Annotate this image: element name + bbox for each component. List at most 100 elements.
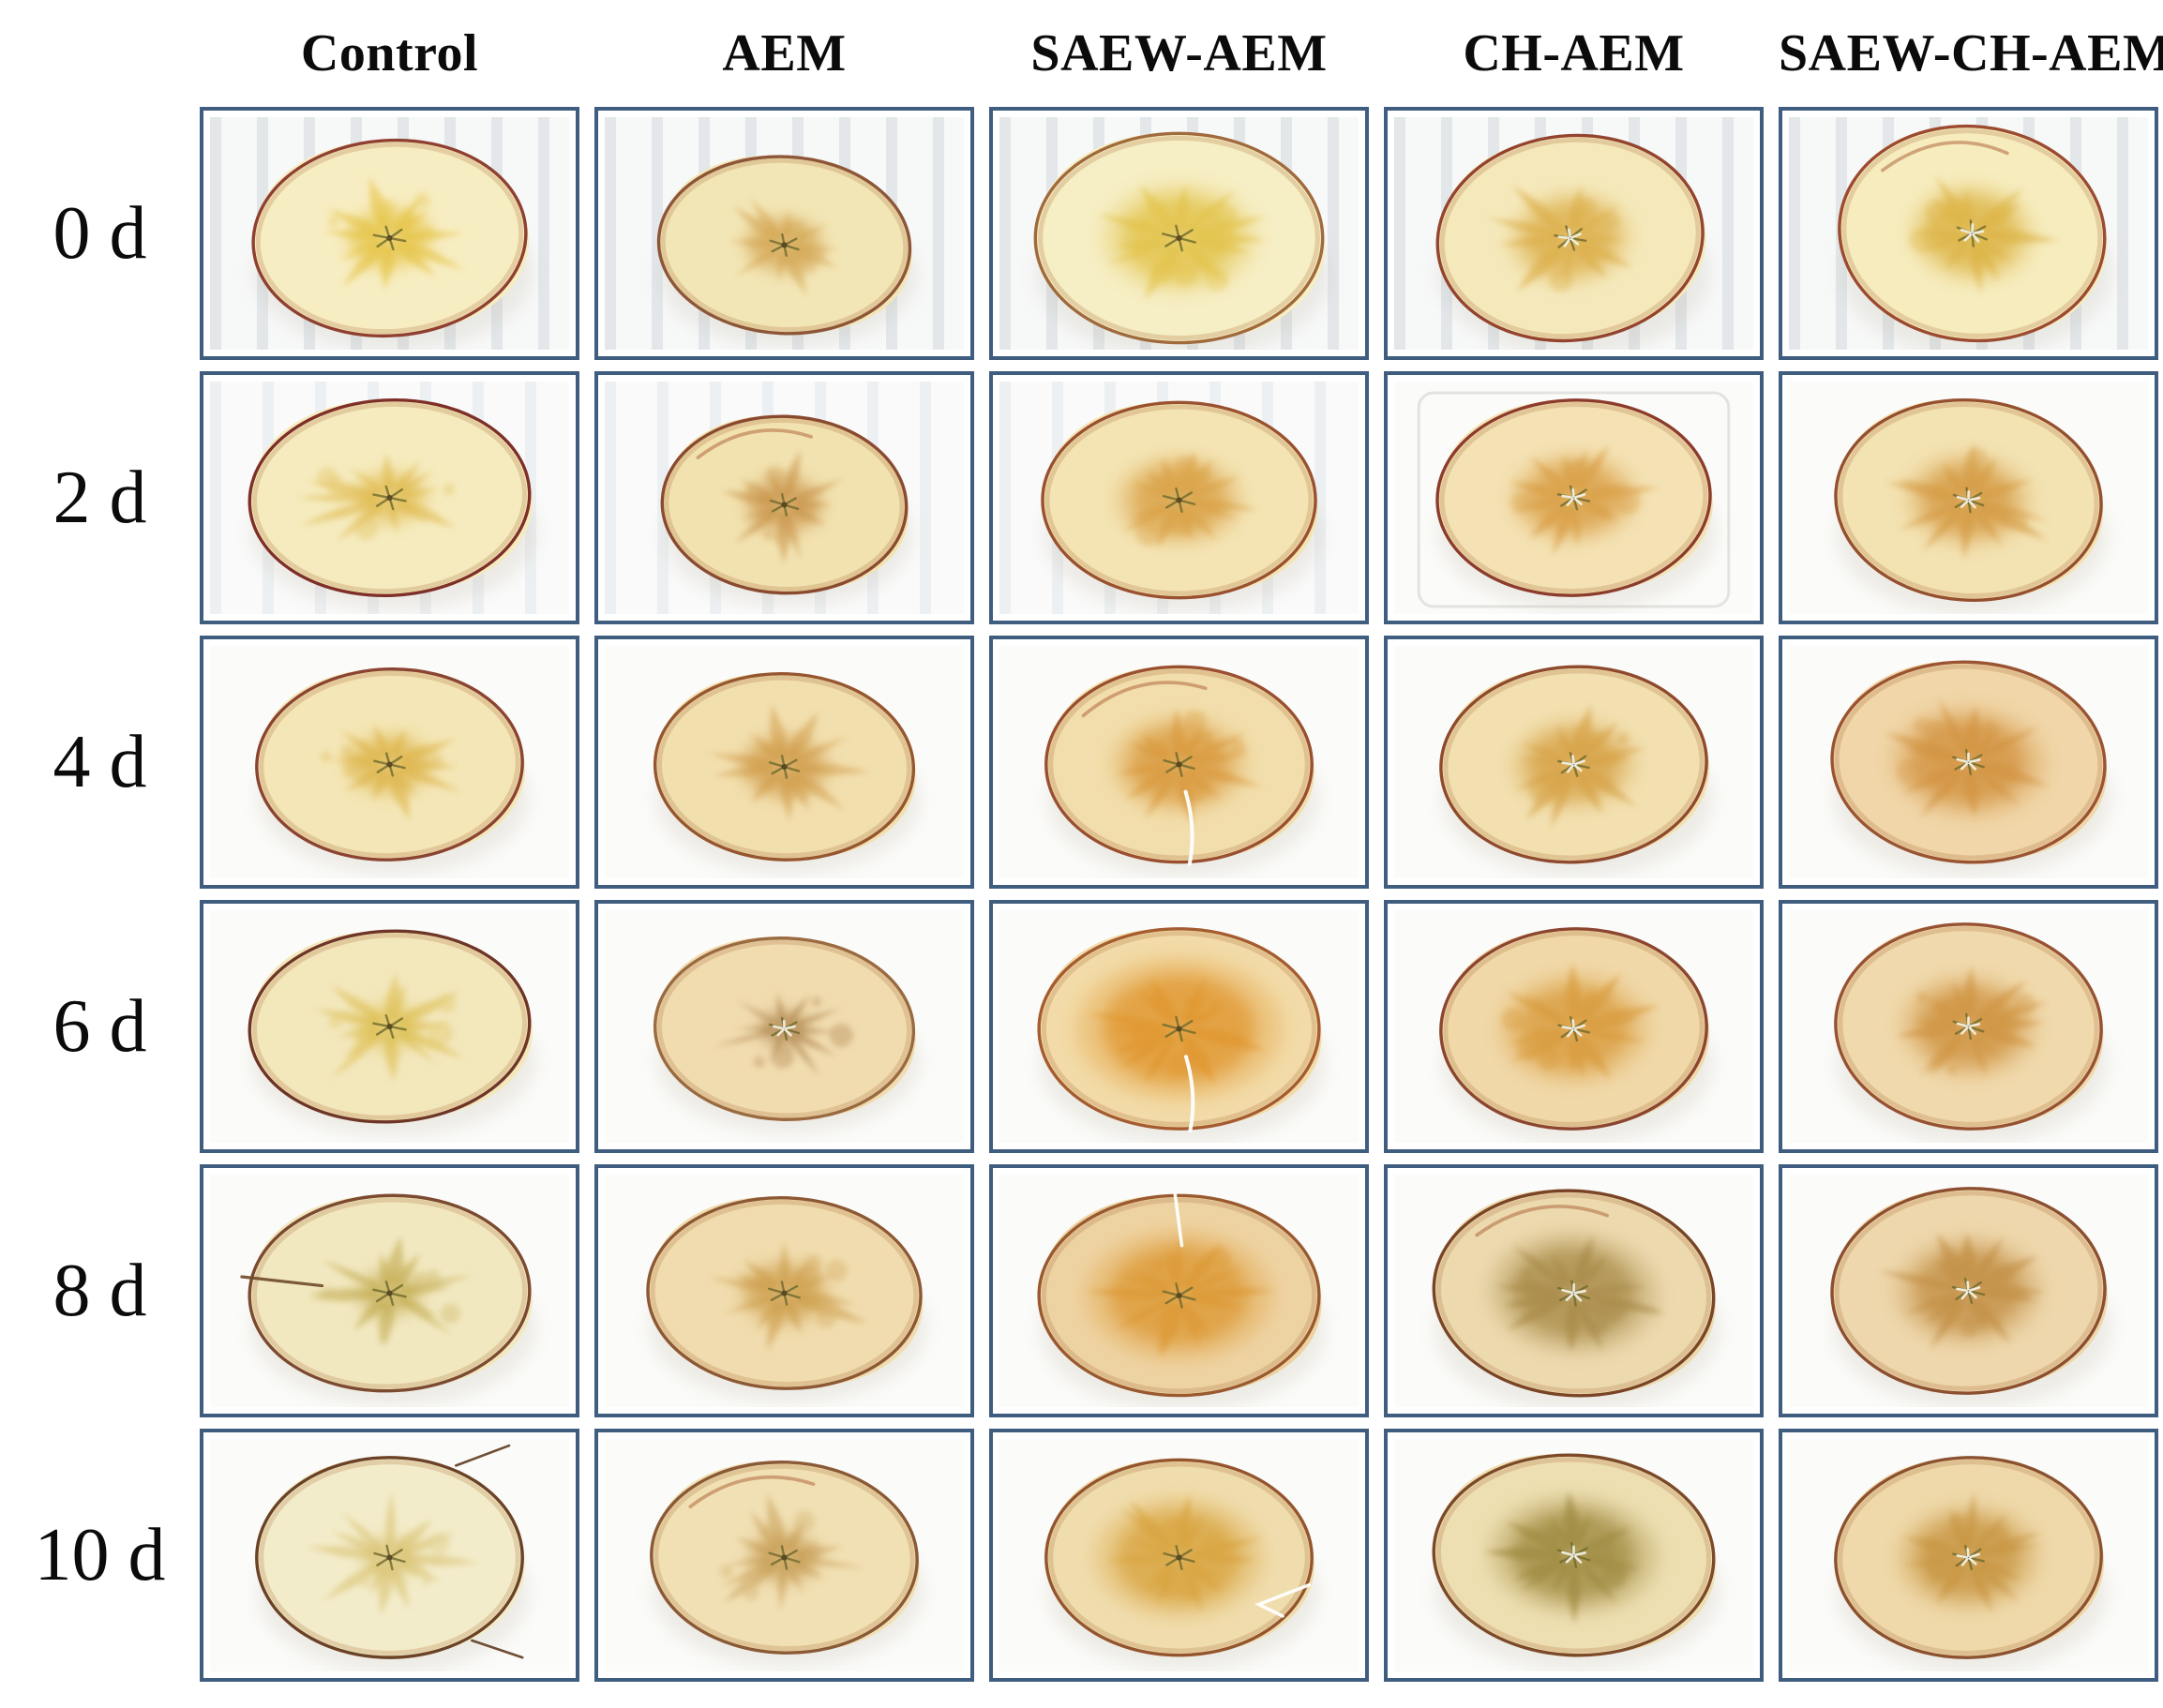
apple-slice-drawing	[1830, 1187, 2111, 1407]
apple-slice-photo	[210, 646, 569, 878]
apple-slice-photo	[999, 117, 1359, 350]
photo-cell-aem-4d	[594, 636, 974, 889]
grid-row-6d: 6 d	[0, 900, 2163, 1153]
apple-slice-drawing	[1834, 922, 2109, 1143]
apple-slice-photo	[1789, 1439, 2148, 1671]
photo-cell-saew-ch-aem-8d	[1779, 1164, 2158, 1417]
apple-slice-drawing	[1435, 133, 1710, 350]
apple-slice-photo	[999, 1175, 1359, 1407]
apple-slice-drawing	[1037, 927, 1326, 1143]
photo-cell-aem-0d	[594, 107, 974, 360]
photo-cell-aem-10d	[594, 1429, 974, 1682]
apple-slice-drawing	[660, 414, 913, 607]
apple-slice-photo	[999, 382, 1359, 614]
grid-row-4d: 4 d	[0, 636, 2163, 889]
apple-slice-photo	[1394, 382, 1753, 614]
apple-slice-photo	[999, 1439, 1359, 1671]
row-label-6d: 6 d	[53, 985, 147, 1068]
photo-cell-control-6d	[200, 900, 579, 1153]
apple-slice-photo	[605, 1175, 964, 1407]
photo-cell-saew-aem-8d	[989, 1164, 1369, 1417]
apple-slice-drawing	[1044, 665, 1319, 877]
apple-slice-drawing	[240, 1193, 536, 1406]
apple-slice-photo	[1789, 910, 2148, 1143]
apple-slice-drawing	[1044, 1458, 1319, 1671]
grid-row-0d: 0 d	[0, 107, 2163, 360]
apple-slice-photo	[605, 1439, 964, 1671]
apple-slice-photo	[1394, 1175, 1753, 1407]
apple-slice-photo	[1789, 646, 2148, 878]
photo-cell-ch-aem-6d	[1384, 900, 1764, 1153]
apple-slice-drawing	[650, 1461, 924, 1668]
photo-cell-saew-ch-aem-6d	[1779, 900, 2158, 1153]
apple-slice-photo	[605, 382, 964, 614]
photo-cell-saew-aem-10d	[989, 1429, 1369, 1682]
photo-cell-saew-aem-6d	[989, 900, 1369, 1153]
apple-slice-photo	[1789, 117, 2148, 350]
apple-slice-drawing	[251, 138, 533, 350]
grid-rows: 0 d 2 d 4 d 6 d 8 d 10 d	[0, 107, 2163, 1682]
apple-slice-drawing	[1037, 1191, 1326, 1407]
row-label-0d: 0 d	[53, 192, 147, 275]
apple-slice-drawing	[248, 929, 536, 1136]
apple-slice-photo	[1789, 382, 2148, 614]
column-headers: Control AEM SAEW-AEM CH-AEM SAEW-CH-AEM	[0, 0, 2163, 107]
photo-cell-control-4d	[200, 636, 579, 889]
column-header-saew-aem: SAEW-AEM	[1030, 24, 1328, 82]
apple-slice-photo	[605, 646, 964, 878]
photo-cell-saew-aem-2d	[989, 371, 1369, 624]
photo-cell-control-8d	[200, 1164, 579, 1417]
apple-slice-drawing	[653, 672, 921, 875]
photo-cell-saew-aem-0d	[989, 107, 1369, 360]
apple-slice-photo	[999, 646, 1359, 878]
apple-slice-drawing	[656, 155, 917, 347]
apple-slice-photo	[210, 382, 569, 614]
apple-slice-drawing	[1033, 131, 1329, 350]
photo-cell-saew-ch-aem-4d	[1779, 636, 2158, 889]
photo-cell-saew-ch-aem-2d	[1779, 371, 2158, 624]
apple-slice-photo	[1394, 1439, 1753, 1671]
apple-slice-drawing	[1834, 1456, 2109, 1671]
apple-slice-photo	[1394, 646, 1753, 878]
grid-row-8d: 8 d	[0, 1164, 2163, 1417]
apple-slice-drawing	[1432, 1189, 1720, 1407]
photo-cell-aem-6d	[594, 900, 974, 1153]
photo-cell-control-2d	[200, 371, 579, 624]
row-label-4d: 4 d	[53, 721, 147, 803]
photo-cell-aem-8d	[594, 1164, 974, 1417]
apple-slice-drawing	[255, 1444, 530, 1671]
grid-row-2d: 2 d	[0, 371, 2163, 624]
photo-cell-control-10d	[200, 1429, 579, 1682]
apple-slice-photo	[999, 910, 1359, 1143]
apple-slice-drawing	[1439, 927, 1714, 1143]
apple-slice-photo	[1394, 910, 1753, 1143]
apple-slice-photo	[605, 910, 964, 1143]
photo-cell-saew-ch-aem-0d	[1779, 107, 2158, 360]
apple-slice-drawing	[1041, 400, 1322, 613]
photo-cell-ch-aem-0d	[1384, 107, 1764, 360]
photo-cell-saew-ch-aem-10d	[1779, 1429, 2158, 1682]
photo-cell-ch-aem-4d	[1384, 636, 1764, 889]
photo-cell-ch-aem-2d	[1384, 371, 1764, 624]
apple-slice-photo	[210, 117, 569, 350]
photo-cell-ch-aem-10d	[1384, 1429, 1764, 1682]
apple-slice-drawing	[1834, 397, 2109, 614]
apple-slice-drawing	[653, 936, 921, 1133]
apple-slice-photo	[605, 117, 964, 350]
column-header-ch-aem: CH-AEM	[1463, 24, 1685, 82]
column-header-control: Control	[300, 24, 479, 82]
grid-row-10d: 10 d	[0, 1429, 2163, 1682]
apple-slice-photo	[210, 1175, 569, 1407]
apple-slice-drawing	[248, 397, 536, 610]
apple-slice-drawing	[1417, 391, 1731, 610]
column-header-aem: AEM	[722, 24, 847, 82]
apple-slice-drawing	[1830, 660, 2111, 877]
apple-slice-photo	[1394, 117, 1753, 350]
apple-slice-drawing	[1439, 665, 1714, 877]
apple-slice-drawing	[1432, 1453, 1720, 1671]
apple-slice-photo	[1789, 1175, 2148, 1407]
column-header-saew-ch-aem: SAEW-CH-AEM	[1779, 24, 2163, 82]
row-label-2d: 2 d	[53, 457, 147, 539]
photo-cell-ch-aem-8d	[1384, 1164, 1764, 1417]
